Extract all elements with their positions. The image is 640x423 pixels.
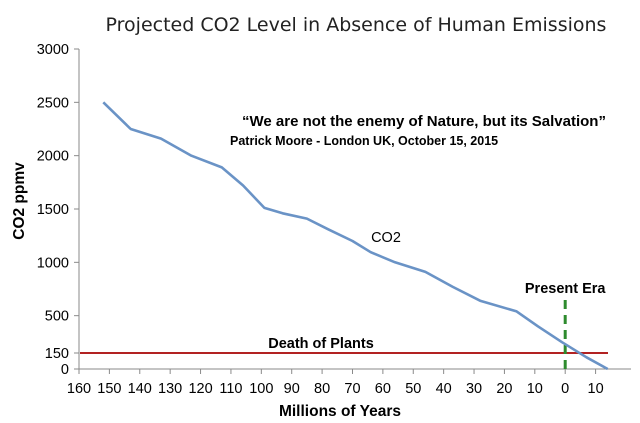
x-tick-label: 110 [219,381,242,397]
x-tick-label: 70 [344,381,360,397]
quote-attribution: Patrick Moore - London UK, October 15, 2… [230,134,498,148]
y-tick-label: 2000 [37,149,69,165]
x-tick-label: 150 [97,381,121,397]
x-tick-label: 60 [375,381,391,397]
x-tick-label: 130 [158,381,182,397]
y-tick-label: 500 [45,309,69,325]
x-tick-label: 100 [249,381,273,397]
x-tick-label: 40 [436,381,452,397]
series-label-co2: CO2 [371,230,401,246]
x-tick-label: 10 [527,381,543,397]
series-group [102,101,609,371]
x-tick-label: 20 [496,381,512,397]
y-tick-label: 0 [61,362,69,378]
x-tick-label: 50 [405,381,421,397]
x-tick-label: 30 [466,381,482,397]
y-tick-label: 2500 [37,95,69,111]
axes [74,48,631,374]
y-axis-label: CO2 ppmv [11,162,28,240]
x-tick-labels: 160 150 140 130 120 110 100 90 80 70 60 50 40 30 20 10 0… [67,381,604,397]
series-line-co2 [102,101,609,371]
x-tick-label: 120 [188,381,212,397]
present-era-label: Present Era [525,281,607,297]
y-tick-label: 1000 [37,255,69,271]
x-tick-label: 160 [67,381,91,397]
reference-lines: Death of Plants Present Era [80,281,608,369]
y-tick-label: 3000 [37,42,69,58]
x-tick-label: 0 [561,381,569,397]
x-axis-label: Millions of Years [279,403,401,420]
x-tick-label: 90 [284,381,300,397]
y-tick-label: 150 [45,346,69,362]
chart-title: Projected CO2 Level in Absence of Human … [106,14,607,36]
quote-text: “We are not the enemy of Nature, but its… [242,113,606,130]
y-tick-label: 1500 [37,202,69,218]
x-tick-label: 140 [128,381,152,397]
x-tick-label: 10 [588,381,604,397]
x-tick-label: 80 [314,381,330,397]
death-of-plants-label: Death of Plants [268,336,374,352]
